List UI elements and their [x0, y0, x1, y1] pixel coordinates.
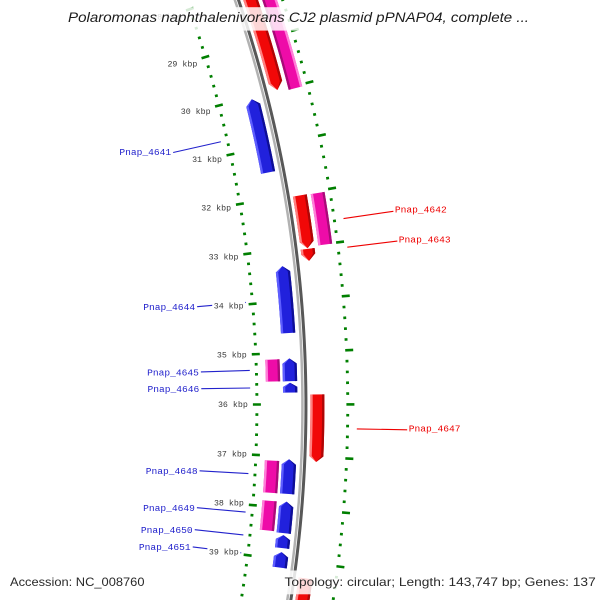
svg-text:Pnap_4641: Pnap_4641	[119, 147, 171, 158]
svg-text:Pnap_4648: Pnap_4648	[146, 466, 198, 477]
svg-text:Pnap_4644: Pnap_4644	[143, 302, 195, 313]
svg-text:36 kbp: 36 kbp	[218, 400, 248, 410]
svg-text:Accession: NC_008760: Accession: NC_008760	[10, 575, 145, 589]
svg-text:Pnap_4642: Pnap_4642	[395, 205, 447, 216]
svg-text:Pnap_4646: Pnap_4646	[147, 384, 199, 395]
svg-text:32 kbp: 32 kbp	[201, 204, 231, 214]
svg-text:37 kbp: 37 kbp	[217, 449, 247, 459]
svg-text:Pnap_4649: Pnap_4649	[143, 503, 195, 514]
svg-text:35 kbp: 35 kbp	[217, 351, 247, 361]
svg-text:29 kbp: 29 kbp	[167, 60, 197, 70]
svg-text:Polaromonas naphthalenivorans: Polaromonas naphthalenivorans CJ2 plasmi…	[68, 9, 529, 25]
svg-text:Pnap_4651: Pnap_4651	[139, 542, 191, 553]
svg-text:34 kbp: 34 kbp	[214, 301, 244, 311]
svg-text:38 kbp: 38 kbp	[214, 499, 244, 509]
svg-text:39 kbp: 39 kbp	[209, 548, 239, 558]
svg-text:Pnap_4647: Pnap_4647	[409, 423, 461, 434]
svg-text:Pnap_4643: Pnap_4643	[399, 235, 451, 246]
svg-text:Pnap_4650: Pnap_4650	[141, 525, 193, 536]
svg-text:31 kbp: 31 kbp	[192, 155, 222, 165]
svg-text:33 kbp: 33 kbp	[209, 252, 239, 262]
svg-text:Pnap_4645: Pnap_4645	[147, 367, 199, 378]
svg-text:Topology: circular; Length: 14: Topology: circular; Length: 143,747 bp; …	[285, 575, 597, 589]
svg-text:30 kbp: 30 kbp	[181, 107, 211, 117]
